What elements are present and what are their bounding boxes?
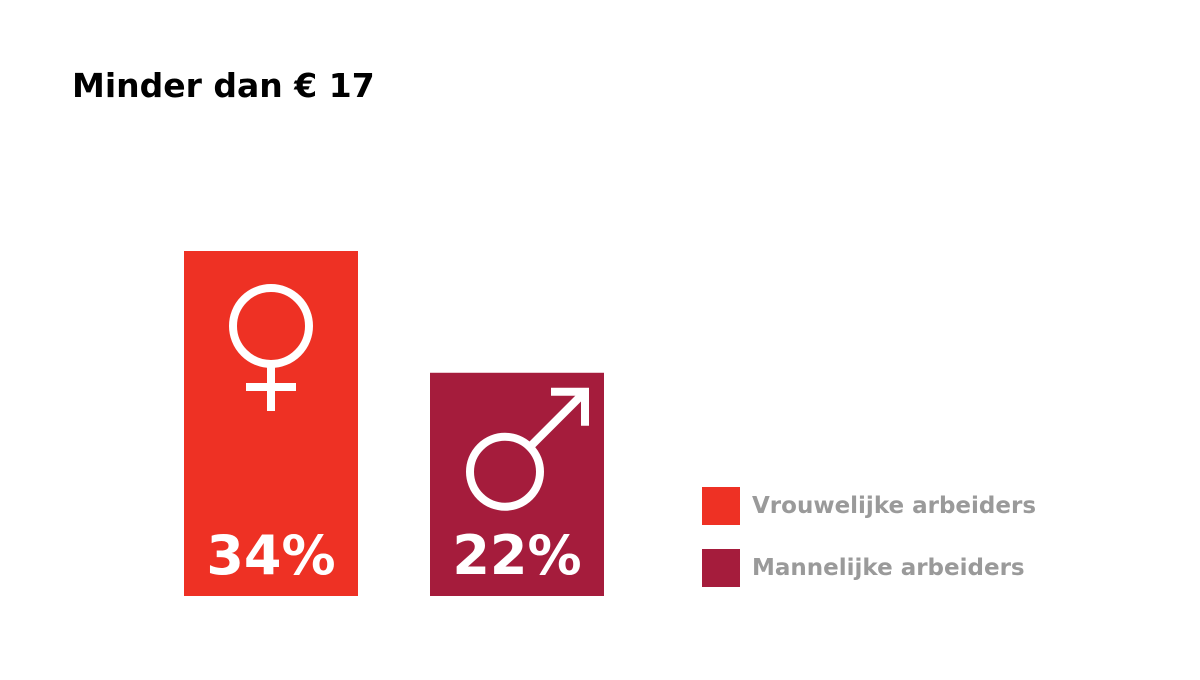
bars-group: 34% 22% [184,251,604,596]
legend-label-male: Mannelijke arbeiders [752,555,1025,581]
bar-female: 34% [184,251,358,596]
bar-rect-male [430,372,604,596]
bar-rect-female [184,251,358,596]
legend-swatch-male [702,549,740,587]
chart-title: Minder dan € 17 [72,66,375,105]
bar-male: 22% [430,372,604,596]
bar-value-label-male: 22% [452,524,581,587]
bar-value-label-female: 34% [206,524,335,587]
legend-label-female: Vrouwelijke arbeiders [752,493,1037,519]
legend: Vrouwelijke arbeiders Mannelijke arbeide… [702,487,1036,611]
legend-swatch-female [702,487,740,525]
legend-item-female: Vrouwelijke arbeiders [702,487,1036,525]
legend-item-male: Mannelijke arbeiders [702,549,1036,587]
male-symbol-icon [466,387,589,511]
female-symbol-icon [229,284,313,411]
